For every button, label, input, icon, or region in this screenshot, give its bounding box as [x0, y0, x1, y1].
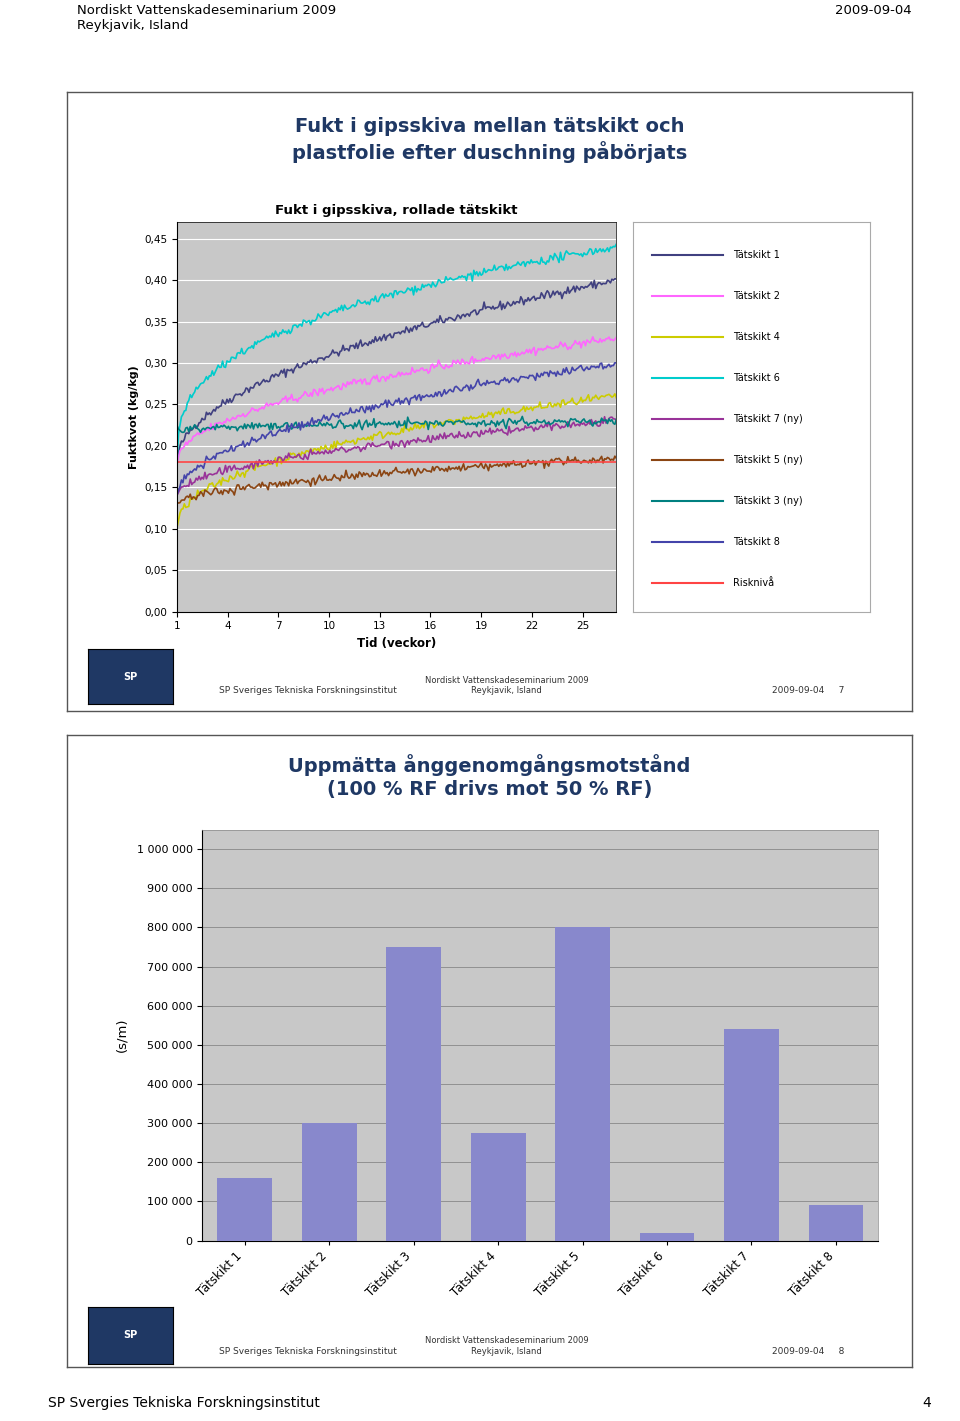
Bar: [808, 1205, 863, 1241]
Text: 4: 4: [923, 1397, 931, 1410]
Text: Tätskikt 1: Tätskikt 1: [732, 250, 780, 260]
X-axis label: Tid (veckor): Tid (veckor): [357, 637, 436, 649]
Text: Tätskikt 3 (ny): Tätskikt 3 (ny): [732, 496, 803, 506]
Bar: [724, 1029, 779, 1241]
Bar: [639, 1232, 694, 1241]
Text: Uppmätta ånggenomgångsmotstånd
(100 % RF drivs mot 50 % RF): Uppmätta ånggenomgångsmotstånd (100 % RF…: [288, 753, 691, 799]
Y-axis label: (s/m): (s/m): [115, 1017, 129, 1053]
Bar: [301, 1123, 356, 1241]
Text: Fukt i gipsskiva mellan tätskikt och
plastfolie efter duschning påbörjats: Fukt i gipsskiva mellan tätskikt och pla…: [292, 117, 687, 163]
Text: Tätskikt 8: Tätskikt 8: [732, 537, 780, 547]
Text: 2009-09-04: 2009-09-04: [835, 4, 912, 17]
Text: Nordiskt Vattenskadeseminarium 2009
Reykjavik, Island: Nordiskt Vattenskadeseminarium 2009 Reyk…: [424, 675, 588, 695]
Text: SP Sveriges Tekniska Forskningsinstitut: SP Sveriges Tekniska Forskningsinstitut: [219, 1347, 397, 1356]
Text: Nordiskt Vattenskadeseminarium 2009
Reykjavik, Island: Nordiskt Vattenskadeseminarium 2009 Reyk…: [424, 1336, 588, 1356]
Text: SP Sveriges Tekniska Forskningsinstitut: SP Sveriges Tekniska Forskningsinstitut: [219, 686, 397, 695]
Bar: [217, 1178, 272, 1241]
Text: Risknivå: Risknivå: [732, 578, 774, 588]
Y-axis label: Fuktkvot (kg/kg): Fuktkvot (kg/kg): [129, 365, 138, 469]
Text: Tätskikt 7 (ny): Tätskikt 7 (ny): [732, 414, 803, 423]
Bar: [555, 928, 610, 1241]
Text: 2009-09-04     7: 2009-09-04 7: [772, 686, 845, 695]
Bar: [386, 946, 441, 1241]
Text: 2009-09-04     8: 2009-09-04 8: [772, 1347, 845, 1356]
Title: Fukt i gipsskiva, rollade tätskikt: Fukt i gipsskiva, rollade tätskikt: [276, 203, 518, 217]
Text: Nordiskt Vattenskadeseminarium 2009
Reykjavik, Island: Nordiskt Vattenskadeseminarium 2009 Reyk…: [77, 4, 336, 31]
Bar: [470, 1133, 525, 1241]
Text: Tätskikt 4: Tätskikt 4: [732, 333, 780, 342]
Text: Tätskikt 2: Tätskikt 2: [732, 291, 780, 301]
Text: SP Svergies Tekniska Forskningsinstitut: SP Svergies Tekniska Forskningsinstitut: [48, 1397, 320, 1410]
Text: Tätskikt 6: Tätskikt 6: [732, 372, 780, 382]
Text: Tätskikt 5 (ny): Tätskikt 5 (ny): [732, 455, 803, 465]
